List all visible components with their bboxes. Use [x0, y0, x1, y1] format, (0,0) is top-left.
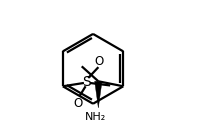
Polygon shape	[95, 81, 102, 108]
Text: O: O	[73, 97, 82, 110]
Text: S: S	[83, 75, 91, 89]
Text: NH₂: NH₂	[84, 112, 106, 122]
Text: O: O	[95, 55, 104, 67]
